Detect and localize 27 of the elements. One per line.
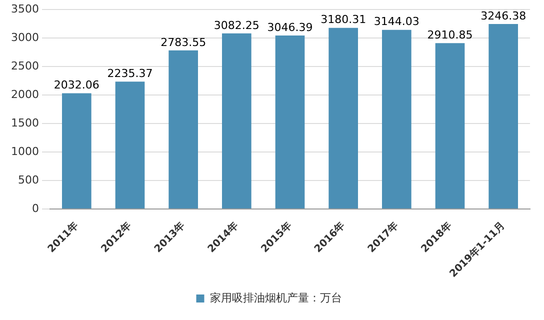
data-label: 3144.03 [374, 15, 420, 28]
bar [435, 43, 465, 208]
y-tick-label: 500 [18, 173, 39, 186]
data-label: 2235.37 [107, 67, 153, 80]
y-tick-label: 1000 [10, 144, 39, 158]
bar [115, 82, 145, 208]
legend-label: 家用吸排油烟机产量：万台 [210, 291, 342, 304]
data-label: 2032.06 [54, 78, 100, 92]
y-tick-label: 3000 [10, 30, 39, 44]
data-label: 3246.38 [480, 9, 526, 22]
data-label: 3082.25 [214, 18, 260, 32]
bar [275, 35, 305, 208]
data-label: 3046.39 [267, 20, 313, 34]
y-tick-label: 3500 [10, 2, 39, 16]
data-label: 3180.31 [320, 13, 366, 26]
y-tick-label: 0 [32, 202, 39, 215]
data-label: 2910.85 [427, 28, 473, 42]
y-tick-label: 2000 [10, 88, 39, 101]
data-label: 2783.55 [160, 36, 206, 49]
bar [328, 28, 358, 208]
bar [168, 50, 198, 208]
bar [62, 93, 92, 208]
bar [488, 24, 518, 208]
bar [382, 30, 412, 208]
bar [222, 33, 252, 208]
y-tick-label: 1500 [10, 116, 39, 130]
y-tick-label: 2500 [10, 59, 39, 72]
